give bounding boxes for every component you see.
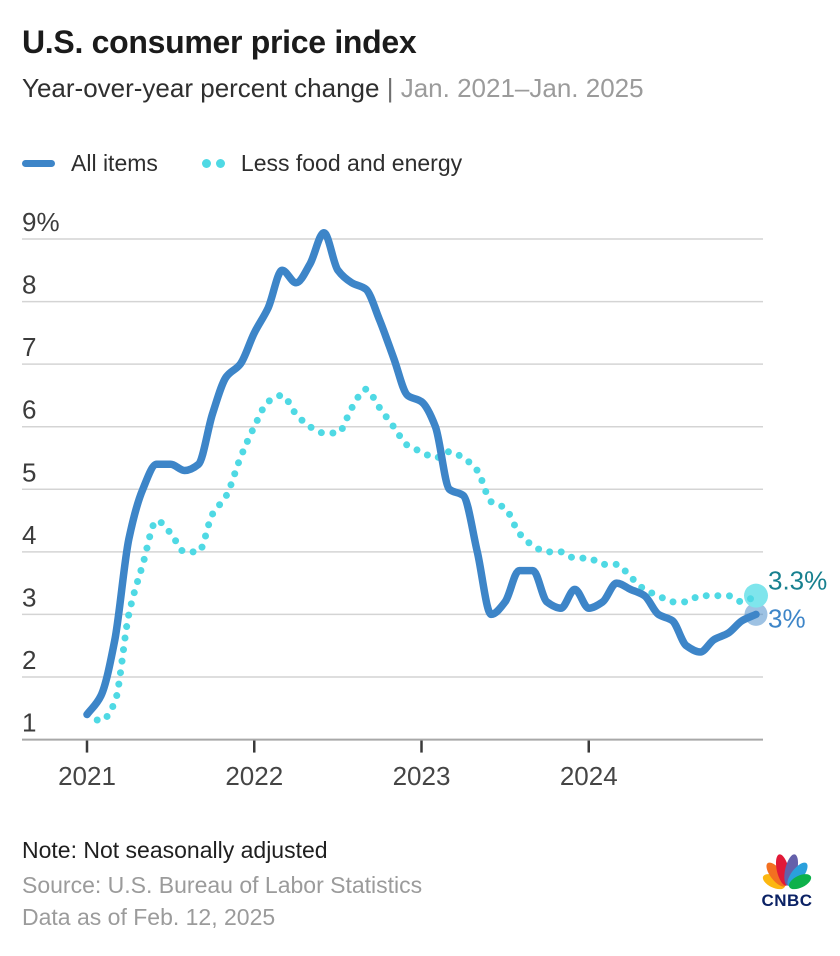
y-tick-label: 9%	[22, 207, 60, 237]
x-tick-label: 2022	[225, 761, 283, 791]
y-tick-label: 2	[22, 645, 36, 675]
y-tick-label: 6	[22, 395, 36, 425]
page-title: U.S. consumer price index	[22, 24, 417, 60]
legend-label-all-items: All items	[71, 149, 158, 176]
y-tick-label: 1	[22, 708, 36, 738]
x-tick-label: 2024	[560, 761, 618, 791]
svg-text:CNBC: CNBC	[761, 891, 812, 910]
y-tick-label: 7	[22, 332, 36, 362]
x-tick-label: 2021	[58, 761, 116, 791]
legend-label-core: Less food and energy	[240, 149, 463, 176]
chart-legend: All items Less food and energy	[22, 148, 462, 178]
x-tick-label: 2023	[393, 761, 451, 791]
cnbc-logo: CNBC	[752, 848, 822, 917]
series-line-all-items	[83, 228, 760, 719]
cnbc-peacock-icon: CNBC	[761, 854, 812, 910]
y-tick-label: 3	[22, 582, 36, 612]
dotted-line-swatch-icon	[201, 158, 225, 168]
y-tick-label: 8	[22, 270, 36, 300]
chart-data-as-of: Data as of Feb. 12, 2025	[22, 904, 276, 930]
solid-line-swatch-icon	[22, 159, 55, 167]
peacock-feather	[762, 874, 786, 890]
chart-source: Source: U.S. Bureau of Labor Statistics	[22, 872, 423, 898]
subtitle-separator: |	[386, 73, 394, 103]
subtitle-date-range: Jan. 2021–Jan. 2025	[400, 73, 644, 103]
end-label-all-items: 3%	[768, 603, 806, 633]
legend-item-core: Less food and energy	[201, 149, 463, 177]
y-tick-label: 5	[22, 457, 36, 487]
chart-note: Note: Not seasonally adjusted	[22, 837, 328, 863]
legend-item-all-items: All items	[22, 150, 158, 177]
chart-subtitle: Year-over-year percent change | Jan. 202…	[22, 73, 644, 104]
series-line-core	[83, 385, 760, 725]
end-label-core: 3.3%	[768, 566, 827, 596]
end-dot-core	[744, 583, 768, 608]
y-tick-label: 4	[22, 520, 36, 550]
subtitle-description: Year-over-year percent change	[22, 73, 380, 103]
peacock-feather	[788, 874, 812, 890]
